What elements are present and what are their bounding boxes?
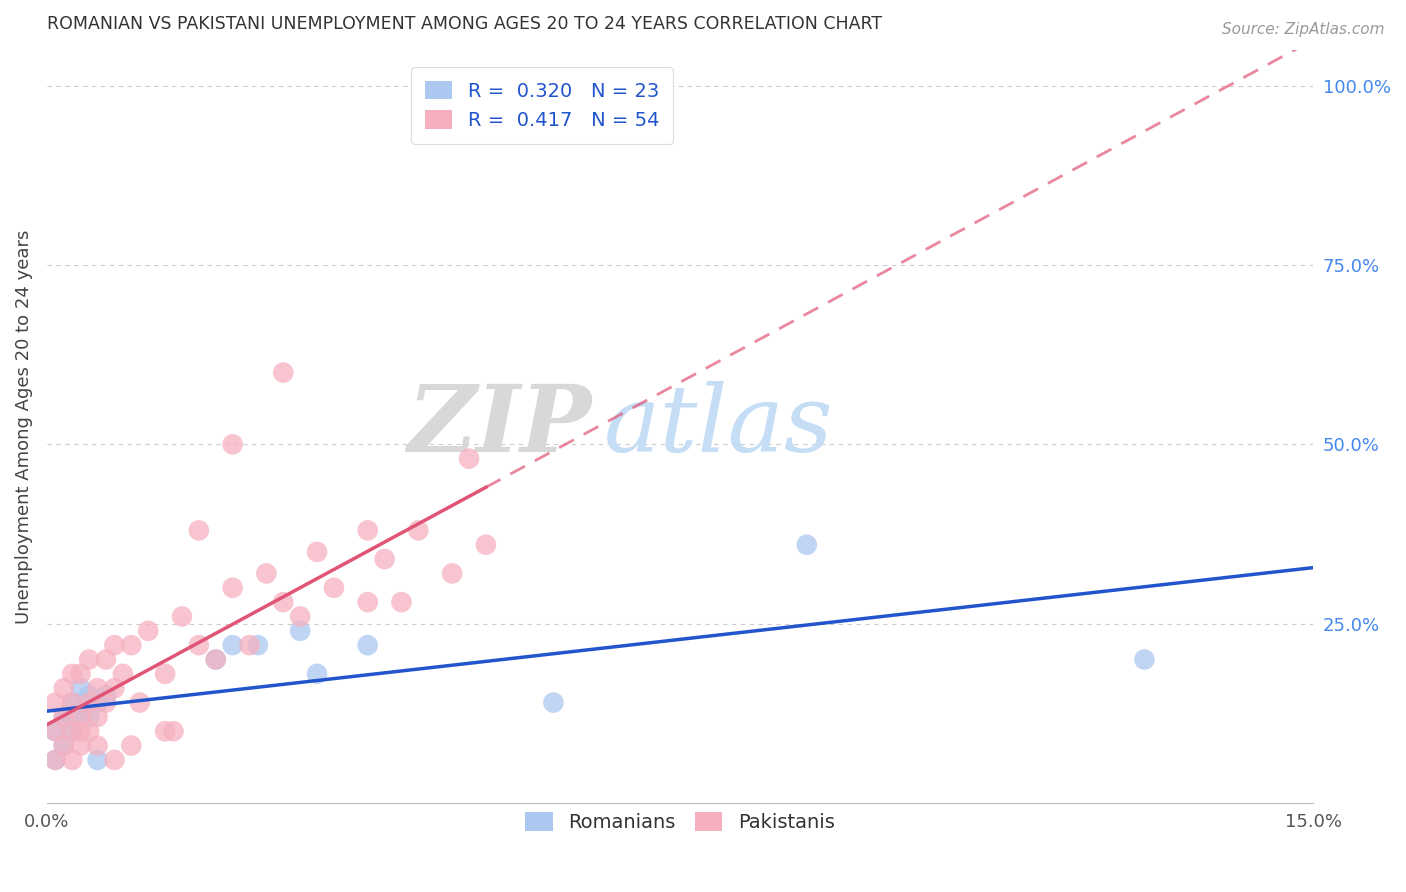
Point	[357, 595, 380, 609]
Point	[441, 566, 464, 581]
Point	[221, 638, 243, 652]
Point	[60, 724, 83, 739]
Point	[136, 624, 159, 638]
Point	[204, 652, 226, 666]
Point	[44, 753, 66, 767]
Point	[77, 652, 100, 666]
Point	[103, 638, 125, 652]
Point	[153, 724, 176, 739]
Point	[170, 609, 193, 624]
Point	[94, 652, 117, 666]
Point	[69, 710, 91, 724]
Point	[458, 451, 481, 466]
Point	[120, 739, 142, 753]
Point	[69, 681, 91, 696]
Point	[391, 595, 413, 609]
Point	[120, 638, 142, 652]
Point	[86, 739, 108, 753]
Point	[44, 724, 66, 739]
Point	[52, 710, 75, 724]
Point	[44, 753, 66, 767]
Point	[204, 652, 226, 666]
Point	[60, 696, 83, 710]
Point	[271, 366, 294, 380]
Point	[408, 524, 430, 538]
Point	[60, 696, 83, 710]
Text: ROMANIAN VS PAKISTANI UNEMPLOYMENT AMONG AGES 20 TO 24 YEARS CORRELATION CHART: ROMANIAN VS PAKISTANI UNEMPLOYMENT AMONG…	[46, 15, 882, 33]
Point	[86, 710, 108, 724]
Point	[77, 696, 100, 710]
Point	[69, 739, 91, 753]
Point	[796, 538, 818, 552]
Point	[1133, 652, 1156, 666]
Point	[77, 710, 100, 724]
Point	[94, 689, 117, 703]
Point	[288, 609, 311, 624]
Point	[543, 696, 565, 710]
Point	[69, 703, 91, 717]
Point	[44, 724, 66, 739]
Point	[60, 710, 83, 724]
Point	[103, 681, 125, 696]
Point	[221, 581, 243, 595]
Point	[60, 666, 83, 681]
Point	[357, 524, 380, 538]
Point	[187, 638, 209, 652]
Point	[60, 753, 83, 767]
Point	[69, 724, 91, 739]
Point	[288, 624, 311, 638]
Point	[305, 666, 328, 681]
Point	[238, 638, 260, 652]
Point	[69, 666, 91, 681]
Point	[86, 696, 108, 710]
Point	[153, 666, 176, 681]
Point	[52, 710, 75, 724]
Point	[357, 638, 380, 652]
Point	[52, 681, 75, 696]
Point	[305, 545, 328, 559]
Text: ZIP: ZIP	[408, 382, 592, 471]
Point	[77, 724, 100, 739]
Legend: Romanians, Pakistanis: Romanians, Pakistanis	[512, 799, 848, 846]
Point	[128, 696, 150, 710]
Point	[254, 566, 277, 581]
Point	[77, 689, 100, 703]
Point	[86, 753, 108, 767]
Point	[60, 724, 83, 739]
Point	[271, 595, 294, 609]
Point	[103, 753, 125, 767]
Point	[187, 524, 209, 538]
Point	[111, 666, 134, 681]
Point	[374, 552, 396, 566]
Y-axis label: Unemployment Among Ages 20 to 24 years: Unemployment Among Ages 20 to 24 years	[15, 229, 32, 624]
Point	[94, 696, 117, 710]
Point	[221, 437, 243, 451]
Text: atlas: atlas	[605, 382, 834, 471]
Point	[44, 696, 66, 710]
Point	[246, 638, 269, 652]
Point	[86, 681, 108, 696]
Point	[52, 739, 75, 753]
Point	[52, 739, 75, 753]
Point	[475, 538, 498, 552]
Text: Source: ZipAtlas.com: Source: ZipAtlas.com	[1222, 22, 1385, 37]
Point	[323, 581, 346, 595]
Point	[162, 724, 184, 739]
